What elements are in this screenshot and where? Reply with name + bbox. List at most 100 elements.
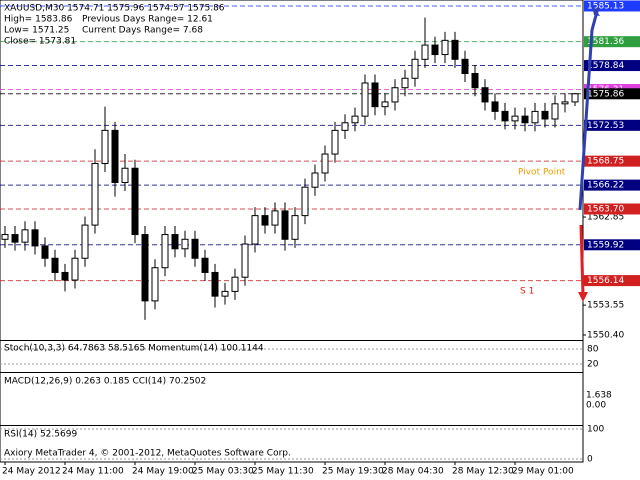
level-label: 1559.92 [587, 240, 624, 250]
x-tick-label: 28 May 12:30 [452, 467, 514, 477]
candle-body [441, 39, 449, 56]
candle-body [291, 215, 299, 240]
header-line: XAUUSD,M30 1574.71 1575.96 1574.57 1575.… [4, 4, 225, 14]
candle-body [371, 82, 379, 108]
candle-body [121, 167, 129, 183]
y-tick-label: 1550.40 [587, 330, 624, 340]
candle-body [491, 101, 499, 112]
pane-tick-label: 0.00 [586, 401, 606, 411]
pane-label: Stoch(10,3,3) 64.7863 58.5165 Momentum(1… [4, 344, 264, 354]
candle-body [41, 245, 49, 259]
level-label: 1585.13 [587, 1, 624, 11]
level-label: 1556.14 [587, 276, 624, 286]
pane-tick-label: 100 [587, 425, 604, 435]
x-tick-label: 24 May 19:00 [132, 467, 194, 477]
candle-body [241, 243, 249, 278]
candle-body [211, 271, 219, 297]
candle-body [281, 210, 289, 240]
candle-body [311, 172, 319, 188]
arrow-up [578, 7, 600, 211]
level-label: 1578.84 [587, 61, 624, 71]
header-line: Low= 1571.25 [4, 26, 69, 36]
y-tick-label: 1562.85 [587, 213, 624, 223]
candle-body [471, 73, 479, 89]
level-label: 1563.70 [587, 204, 624, 214]
pane-tick-label: 1.638 [586, 391, 612, 401]
candle-body [271, 210, 279, 226]
level-label-bg [584, 179, 640, 191]
level-label-bg [584, 0, 640, 12]
level-label: 1581.36 [587, 37, 624, 47]
candle-body [251, 215, 259, 245]
candle-body [481, 87, 489, 103]
candle-body [61, 271, 69, 281]
level-label-bg [584, 60, 640, 72]
annotation: S 1 [520, 287, 534, 297]
level-label: 1575.86 [587, 89, 624, 99]
x-tick-label: 28 May 04:30 [382, 467, 444, 477]
candle-body [111, 129, 119, 183]
arrow-head [578, 292, 588, 302]
pane-tick-label: 20 [587, 360, 599, 370]
candle-body [331, 129, 339, 155]
level-label-bg [584, 88, 640, 100]
candle-body [21, 229, 29, 243]
pane-label: RSI(14) 52.5699 [4, 430, 77, 440]
candle-body [141, 234, 149, 302]
candle-body [521, 115, 529, 124]
candle-body [101, 129, 109, 165]
candle-body [571, 93, 579, 103]
pane-tick-label: 0 [587, 455, 593, 465]
candle-body [221, 290, 229, 297]
candle-body [81, 224, 89, 259]
candle-body [381, 101, 389, 108]
x-tick-label: 25 May 03:30 [192, 467, 254, 477]
level-label-bg [584, 119, 640, 131]
candle-body [401, 77, 409, 89]
candle-body [71, 257, 79, 281]
level-label-bg [584, 155, 640, 167]
candle-body [321, 153, 329, 174]
header-line: Previous Days Range= 12.61 [82, 15, 213, 25]
level-label: 1572.53 [587, 121, 624, 131]
candle-body [511, 115, 519, 122]
candle-body [561, 101, 569, 105]
header-line: Close= 1573.81 [4, 37, 76, 47]
candle-body [191, 238, 199, 259]
candle-body [91, 163, 99, 226]
candle-body [151, 267, 159, 302]
header-line: High= 1583.86 [4, 15, 73, 25]
candle-body [261, 215, 269, 226]
y-tick-label: 1553.55 [587, 301, 624, 311]
candle-body [201, 257, 209, 273]
level-label-bg [584, 239, 640, 251]
candle-body [541, 110, 549, 120]
candle-body [391, 87, 399, 103]
candle-body [51, 257, 59, 273]
header-line: Current Days Range= 7.68 [82, 26, 203, 36]
candle-body [361, 82, 369, 117]
x-tick-label: 24 May 2012 [2, 467, 61, 477]
candle-body [341, 122, 349, 131]
candle-body [501, 110, 509, 122]
candle-body [461, 58, 469, 75]
annotation: Pivot Point [518, 168, 566, 178]
level-label: 1568.75 [587, 157, 624, 167]
candle-body [301, 186, 309, 217]
candle-body [31, 229, 39, 247]
candle-body [421, 44, 429, 60]
candle-body [351, 115, 359, 124]
candle-body [11, 234, 19, 243]
pane-tick-label: 80 [587, 345, 599, 355]
candle-body [551, 103, 559, 120]
candle-body [431, 44, 439, 56]
candle-body [231, 276, 239, 292]
candle-body [451, 39, 459, 60]
x-tick-label: 29 May 01:00 [512, 467, 574, 477]
x-tick-label: 25 May 19:30 [322, 467, 384, 477]
candle-body [161, 234, 169, 269]
candle-body [411, 58, 419, 79]
footer: Axiory MetaTrader 4, © 2001-2012, MetaQu… [4, 449, 291, 459]
